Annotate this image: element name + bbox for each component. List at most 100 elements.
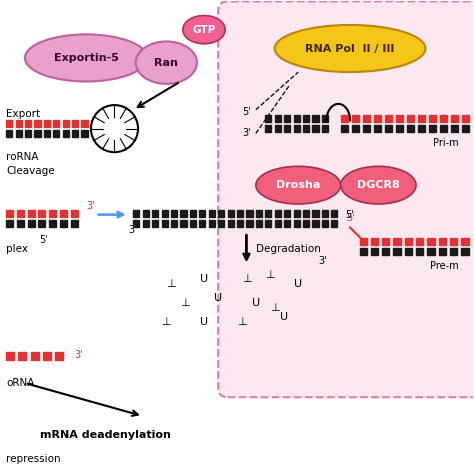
Bar [152, 219, 158, 227]
Bar [374, 116, 381, 122]
Ellipse shape [275, 25, 426, 72]
Bar [438, 238, 446, 245]
Bar [284, 210, 290, 217]
Bar [18, 353, 27, 359]
Bar [17, 210, 24, 217]
Bar [17, 219, 24, 227]
Bar [384, 125, 392, 132]
Text: 5': 5' [346, 213, 355, 223]
Bar [190, 219, 196, 227]
Bar [6, 210, 13, 217]
Bar [450, 238, 457, 245]
Text: 3': 3' [86, 201, 95, 211]
Bar [450, 248, 457, 255]
Bar [284, 219, 290, 227]
Bar [27, 219, 35, 227]
Bar [25, 120, 31, 127]
Text: GTP: GTP [192, 25, 216, 35]
Bar [439, 116, 447, 122]
Text: ⊥: ⊥ [162, 317, 171, 327]
Bar [275, 210, 281, 217]
Bar [341, 116, 348, 122]
Bar [284, 125, 290, 132]
Bar [393, 238, 401, 245]
Bar [322, 219, 328, 227]
Bar [371, 238, 378, 245]
Bar [44, 130, 50, 137]
Bar [293, 116, 300, 122]
Text: Drosha: Drosha [276, 180, 320, 190]
Bar [71, 210, 78, 217]
Bar [31, 353, 38, 359]
Bar [16, 130, 22, 137]
Text: ⊥: ⊥ [265, 270, 275, 280]
Bar [371, 248, 378, 255]
Bar [312, 210, 319, 217]
Ellipse shape [136, 41, 197, 84]
Bar [293, 219, 300, 227]
Bar [181, 210, 187, 217]
Bar [312, 125, 319, 132]
Text: U: U [294, 279, 302, 289]
Bar [218, 210, 224, 217]
Bar [53, 120, 59, 127]
Text: Cleavage: Cleavage [6, 166, 55, 176]
Bar [331, 210, 337, 217]
Text: 3': 3' [318, 256, 327, 266]
Bar [418, 116, 425, 122]
Text: U: U [214, 293, 222, 303]
Bar [275, 219, 281, 227]
Bar [303, 116, 309, 122]
Bar [331, 219, 337, 227]
Bar [228, 219, 234, 227]
Ellipse shape [183, 16, 225, 44]
Text: 3': 3' [74, 350, 83, 360]
Bar [275, 116, 281, 122]
Bar [322, 116, 328, 122]
Bar [418, 125, 425, 132]
Bar [359, 248, 367, 255]
Bar [382, 248, 390, 255]
Text: U: U [252, 298, 260, 308]
Bar [322, 125, 328, 132]
Bar [438, 248, 446, 255]
Bar [256, 210, 262, 217]
Text: oRNA: oRNA [6, 378, 35, 388]
Bar [6, 219, 13, 227]
Text: ⊥: ⊥ [237, 317, 246, 327]
Bar [72, 130, 78, 137]
Bar [382, 238, 390, 245]
Bar [303, 210, 309, 217]
Bar [265, 219, 272, 227]
Bar [181, 219, 187, 227]
Text: U: U [200, 274, 208, 284]
Bar [416, 238, 423, 245]
Bar [35, 120, 40, 127]
Bar [451, 125, 458, 132]
Ellipse shape [256, 166, 341, 204]
Text: ⊥: ⊥ [270, 303, 280, 313]
Bar [341, 125, 348, 132]
Bar [407, 116, 414, 122]
Text: DGCR8: DGCR8 [357, 180, 400, 190]
Text: 3': 3' [243, 128, 251, 138]
Text: 5': 5' [346, 210, 354, 219]
Text: roRNA: roRNA [6, 152, 38, 162]
Bar [265, 210, 272, 217]
Bar [312, 219, 319, 227]
Bar [199, 210, 205, 217]
Bar [38, 210, 46, 217]
Text: RNA Pol  II / III: RNA Pol II / III [305, 44, 395, 54]
Text: mRNA deadenylation: mRNA deadenylation [40, 430, 171, 440]
Text: 3': 3' [128, 225, 137, 235]
Bar [162, 210, 168, 217]
Bar [55, 353, 63, 359]
Bar [451, 116, 458, 122]
Text: Pre-m: Pre-m [430, 261, 458, 271]
Text: Pri-m: Pri-m [433, 138, 458, 148]
Bar [71, 219, 78, 227]
Bar [63, 130, 69, 137]
Bar [27, 210, 35, 217]
Bar [461, 248, 469, 255]
Bar [256, 219, 262, 227]
